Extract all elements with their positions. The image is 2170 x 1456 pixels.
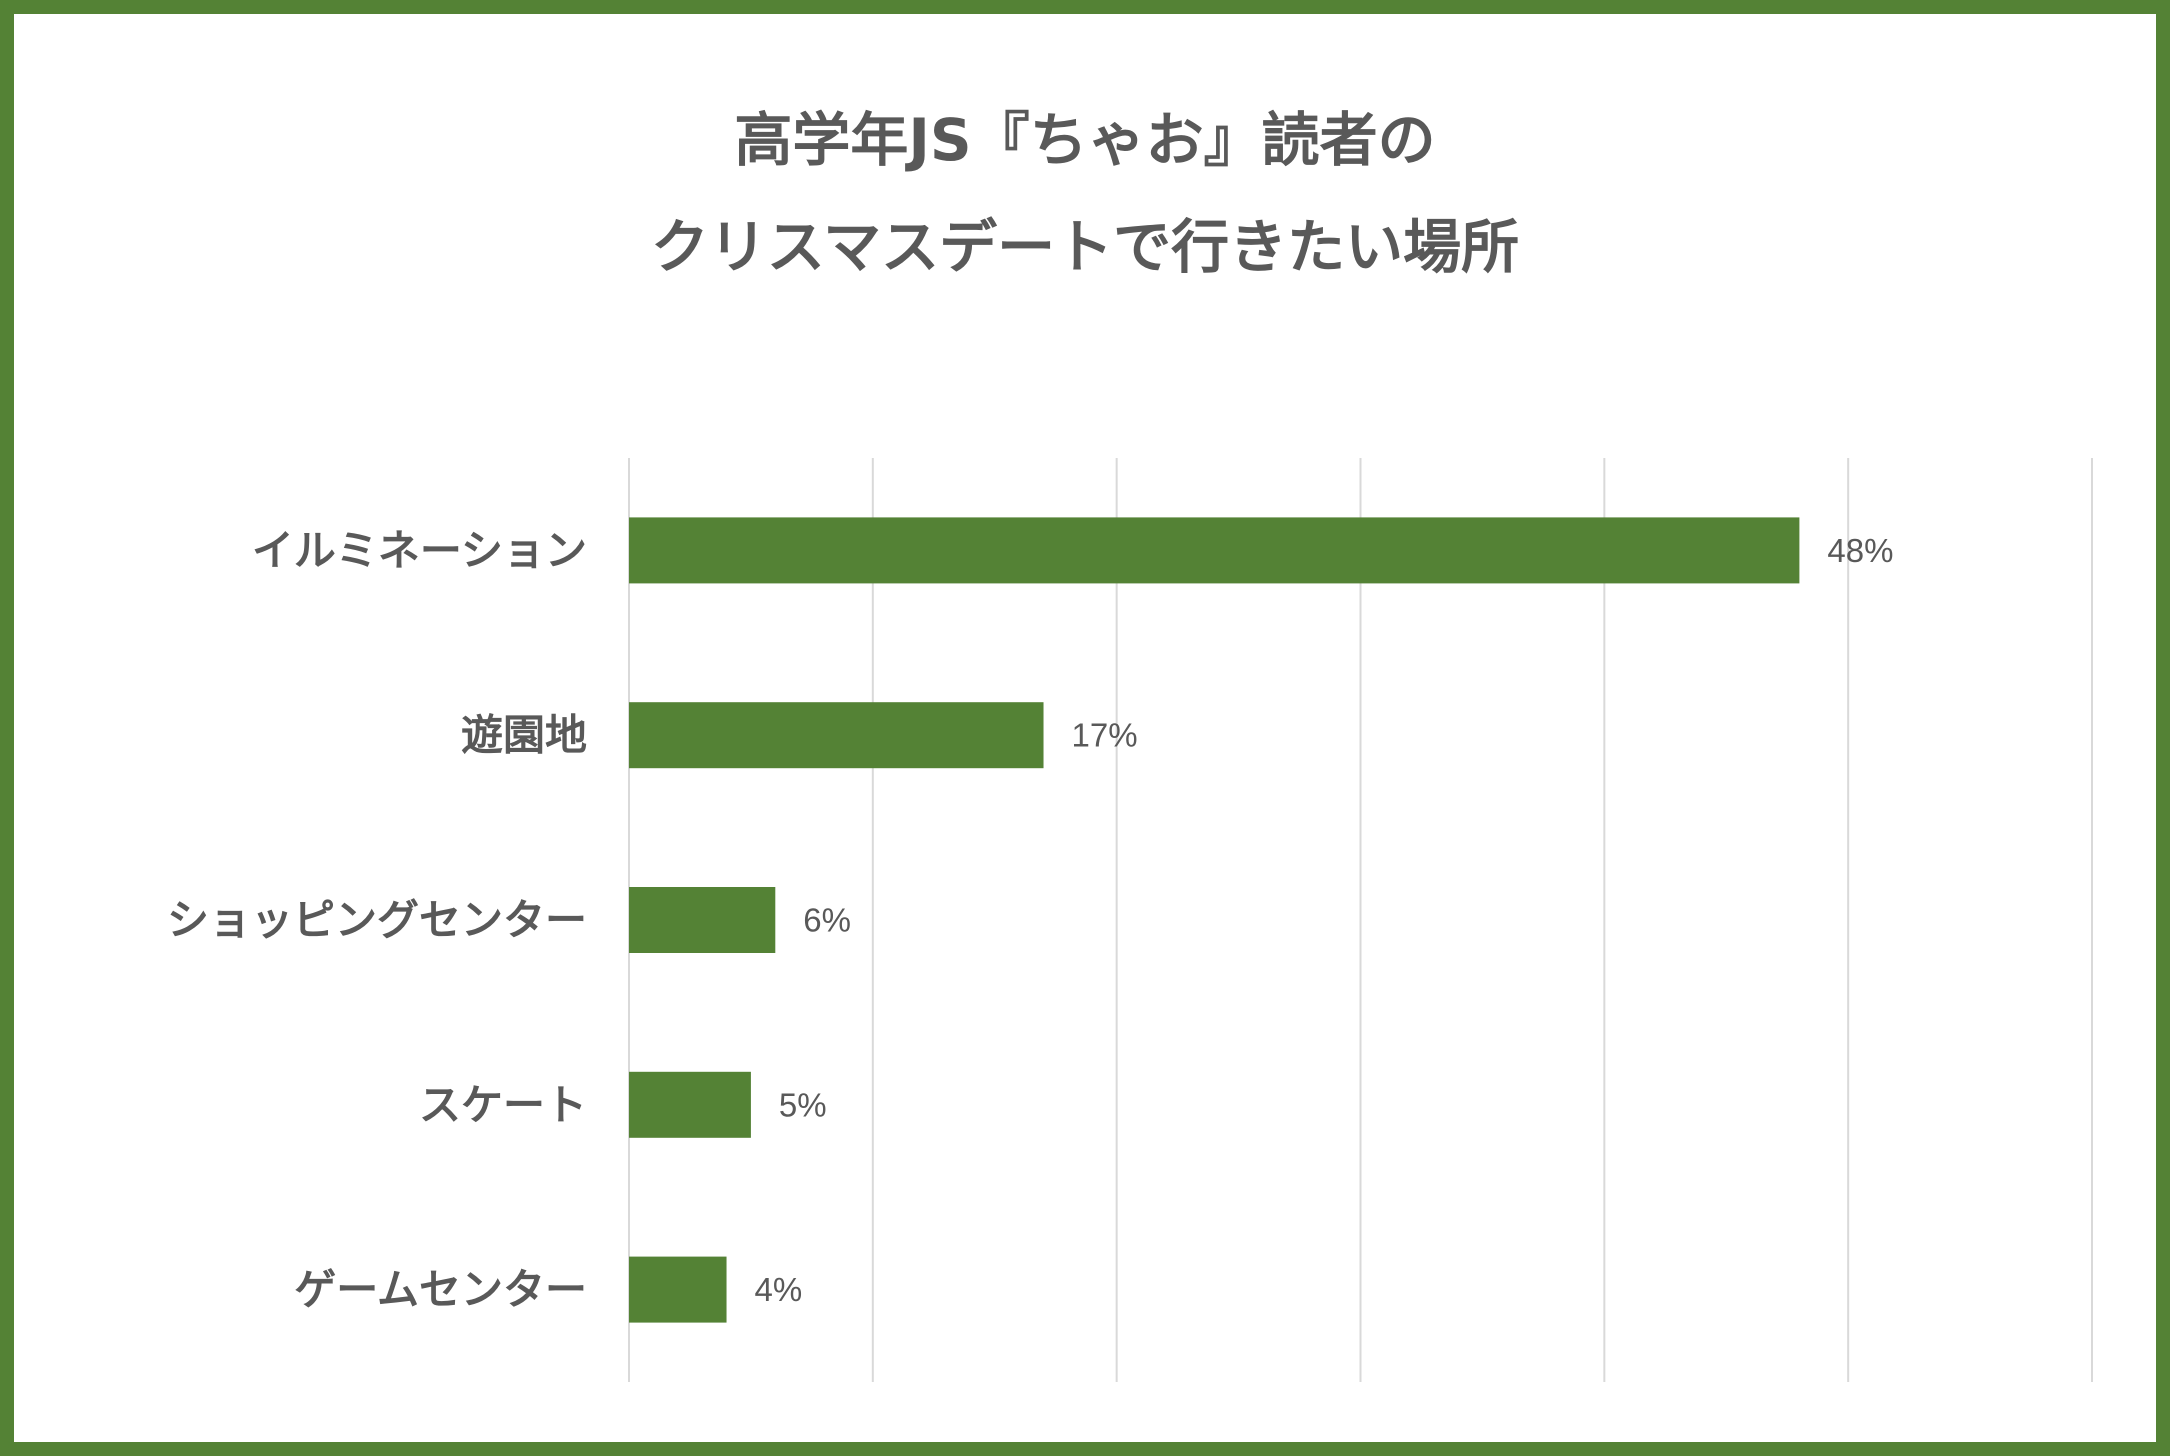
category-label-0: イルミネーション: [252, 526, 587, 575]
bar-1: [629, 702, 1044, 769]
category-label-2: ショッピングセンター: [167, 896, 587, 945]
bar-3: [629, 1071, 751, 1138]
bar-0: [629, 517, 1800, 584]
category-label-1: 遊園地: [461, 711, 587, 760]
data-label-4: 4%: [755, 1271, 803, 1308]
chart-title-line-1: 高学年JS『ちゃお』読者の: [734, 106, 1436, 174]
data-label-2: 6%: [803, 902, 851, 939]
category-label-3: スケート: [419, 1080, 587, 1129]
data-label-3: 5%: [779, 1086, 827, 1123]
chart-title-line-2: クリスマスデートで行きたい場所: [650, 213, 1520, 281]
data-label-0: 48%: [1827, 532, 1893, 569]
category-label-4: ゲームセンター: [294, 1265, 587, 1314]
bar-2: [629, 887, 776, 953]
bar-4: [629, 1256, 727, 1323]
data-label-1: 17%: [1072, 717, 1138, 754]
